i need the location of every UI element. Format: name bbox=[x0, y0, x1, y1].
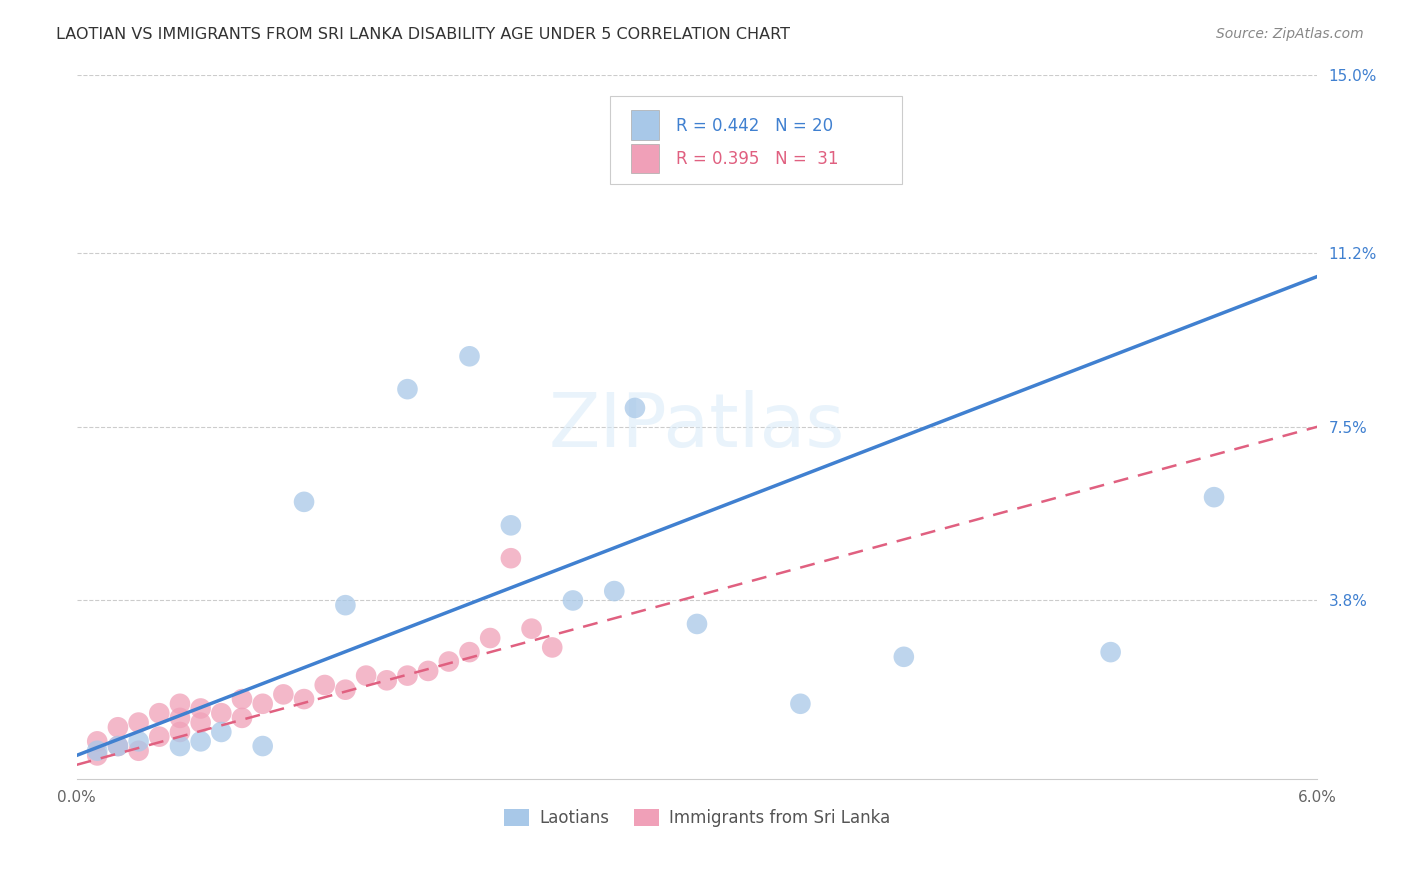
Point bbox=[458, 645, 481, 659]
Text: Source: ZipAtlas.com: Source: ZipAtlas.com bbox=[1216, 27, 1364, 41]
Point bbox=[169, 739, 191, 753]
Point bbox=[252, 697, 274, 711]
Point bbox=[169, 697, 191, 711]
Point bbox=[335, 682, 357, 697]
Point bbox=[107, 739, 129, 753]
Point bbox=[252, 739, 274, 753]
Text: ZIPatlas: ZIPatlas bbox=[548, 390, 845, 463]
Point bbox=[375, 673, 398, 688]
Point bbox=[169, 711, 191, 725]
Point bbox=[541, 640, 564, 655]
Point bbox=[418, 664, 440, 678]
Point bbox=[231, 692, 253, 706]
Point bbox=[292, 692, 315, 706]
Point bbox=[107, 739, 129, 753]
Point bbox=[190, 701, 212, 715]
Point bbox=[148, 706, 170, 721]
Point bbox=[354, 668, 377, 682]
Point bbox=[789, 697, 811, 711]
Point bbox=[86, 748, 108, 763]
Point bbox=[396, 668, 419, 682]
Point bbox=[1099, 645, 1122, 659]
Point bbox=[396, 382, 419, 396]
Point bbox=[292, 495, 315, 509]
Point bbox=[128, 744, 150, 758]
Point bbox=[190, 715, 212, 730]
Bar bbox=[631, 144, 658, 173]
Point bbox=[169, 725, 191, 739]
FancyBboxPatch shape bbox=[610, 95, 901, 184]
Point bbox=[561, 593, 583, 607]
Point bbox=[314, 678, 336, 692]
Point bbox=[686, 616, 709, 631]
Point bbox=[479, 631, 502, 645]
Point bbox=[209, 725, 232, 739]
Point bbox=[1202, 490, 1225, 504]
Point bbox=[499, 518, 522, 533]
Point bbox=[190, 734, 212, 748]
Point bbox=[86, 734, 108, 748]
Point bbox=[520, 622, 543, 636]
Point bbox=[437, 655, 460, 669]
Point bbox=[624, 401, 647, 415]
Point bbox=[231, 711, 253, 725]
Point bbox=[107, 720, 129, 734]
Point bbox=[148, 730, 170, 744]
Bar bbox=[631, 111, 658, 140]
Legend: Laotians, Immigrants from Sri Lanka: Laotians, Immigrants from Sri Lanka bbox=[498, 803, 897, 834]
Text: R = 0.395   N =  31: R = 0.395 N = 31 bbox=[676, 150, 838, 168]
Point bbox=[893, 649, 915, 664]
Point bbox=[273, 687, 295, 701]
Point bbox=[458, 349, 481, 363]
Point bbox=[335, 598, 357, 612]
Point bbox=[603, 584, 626, 599]
Point bbox=[209, 706, 232, 721]
Point bbox=[128, 715, 150, 730]
Text: LAOTIAN VS IMMIGRANTS FROM SRI LANKA DISABILITY AGE UNDER 5 CORRELATION CHART: LAOTIAN VS IMMIGRANTS FROM SRI LANKA DIS… bbox=[56, 27, 790, 42]
Point bbox=[128, 734, 150, 748]
Text: R = 0.442   N = 20: R = 0.442 N = 20 bbox=[676, 117, 832, 135]
Point bbox=[86, 744, 108, 758]
Point bbox=[499, 551, 522, 566]
